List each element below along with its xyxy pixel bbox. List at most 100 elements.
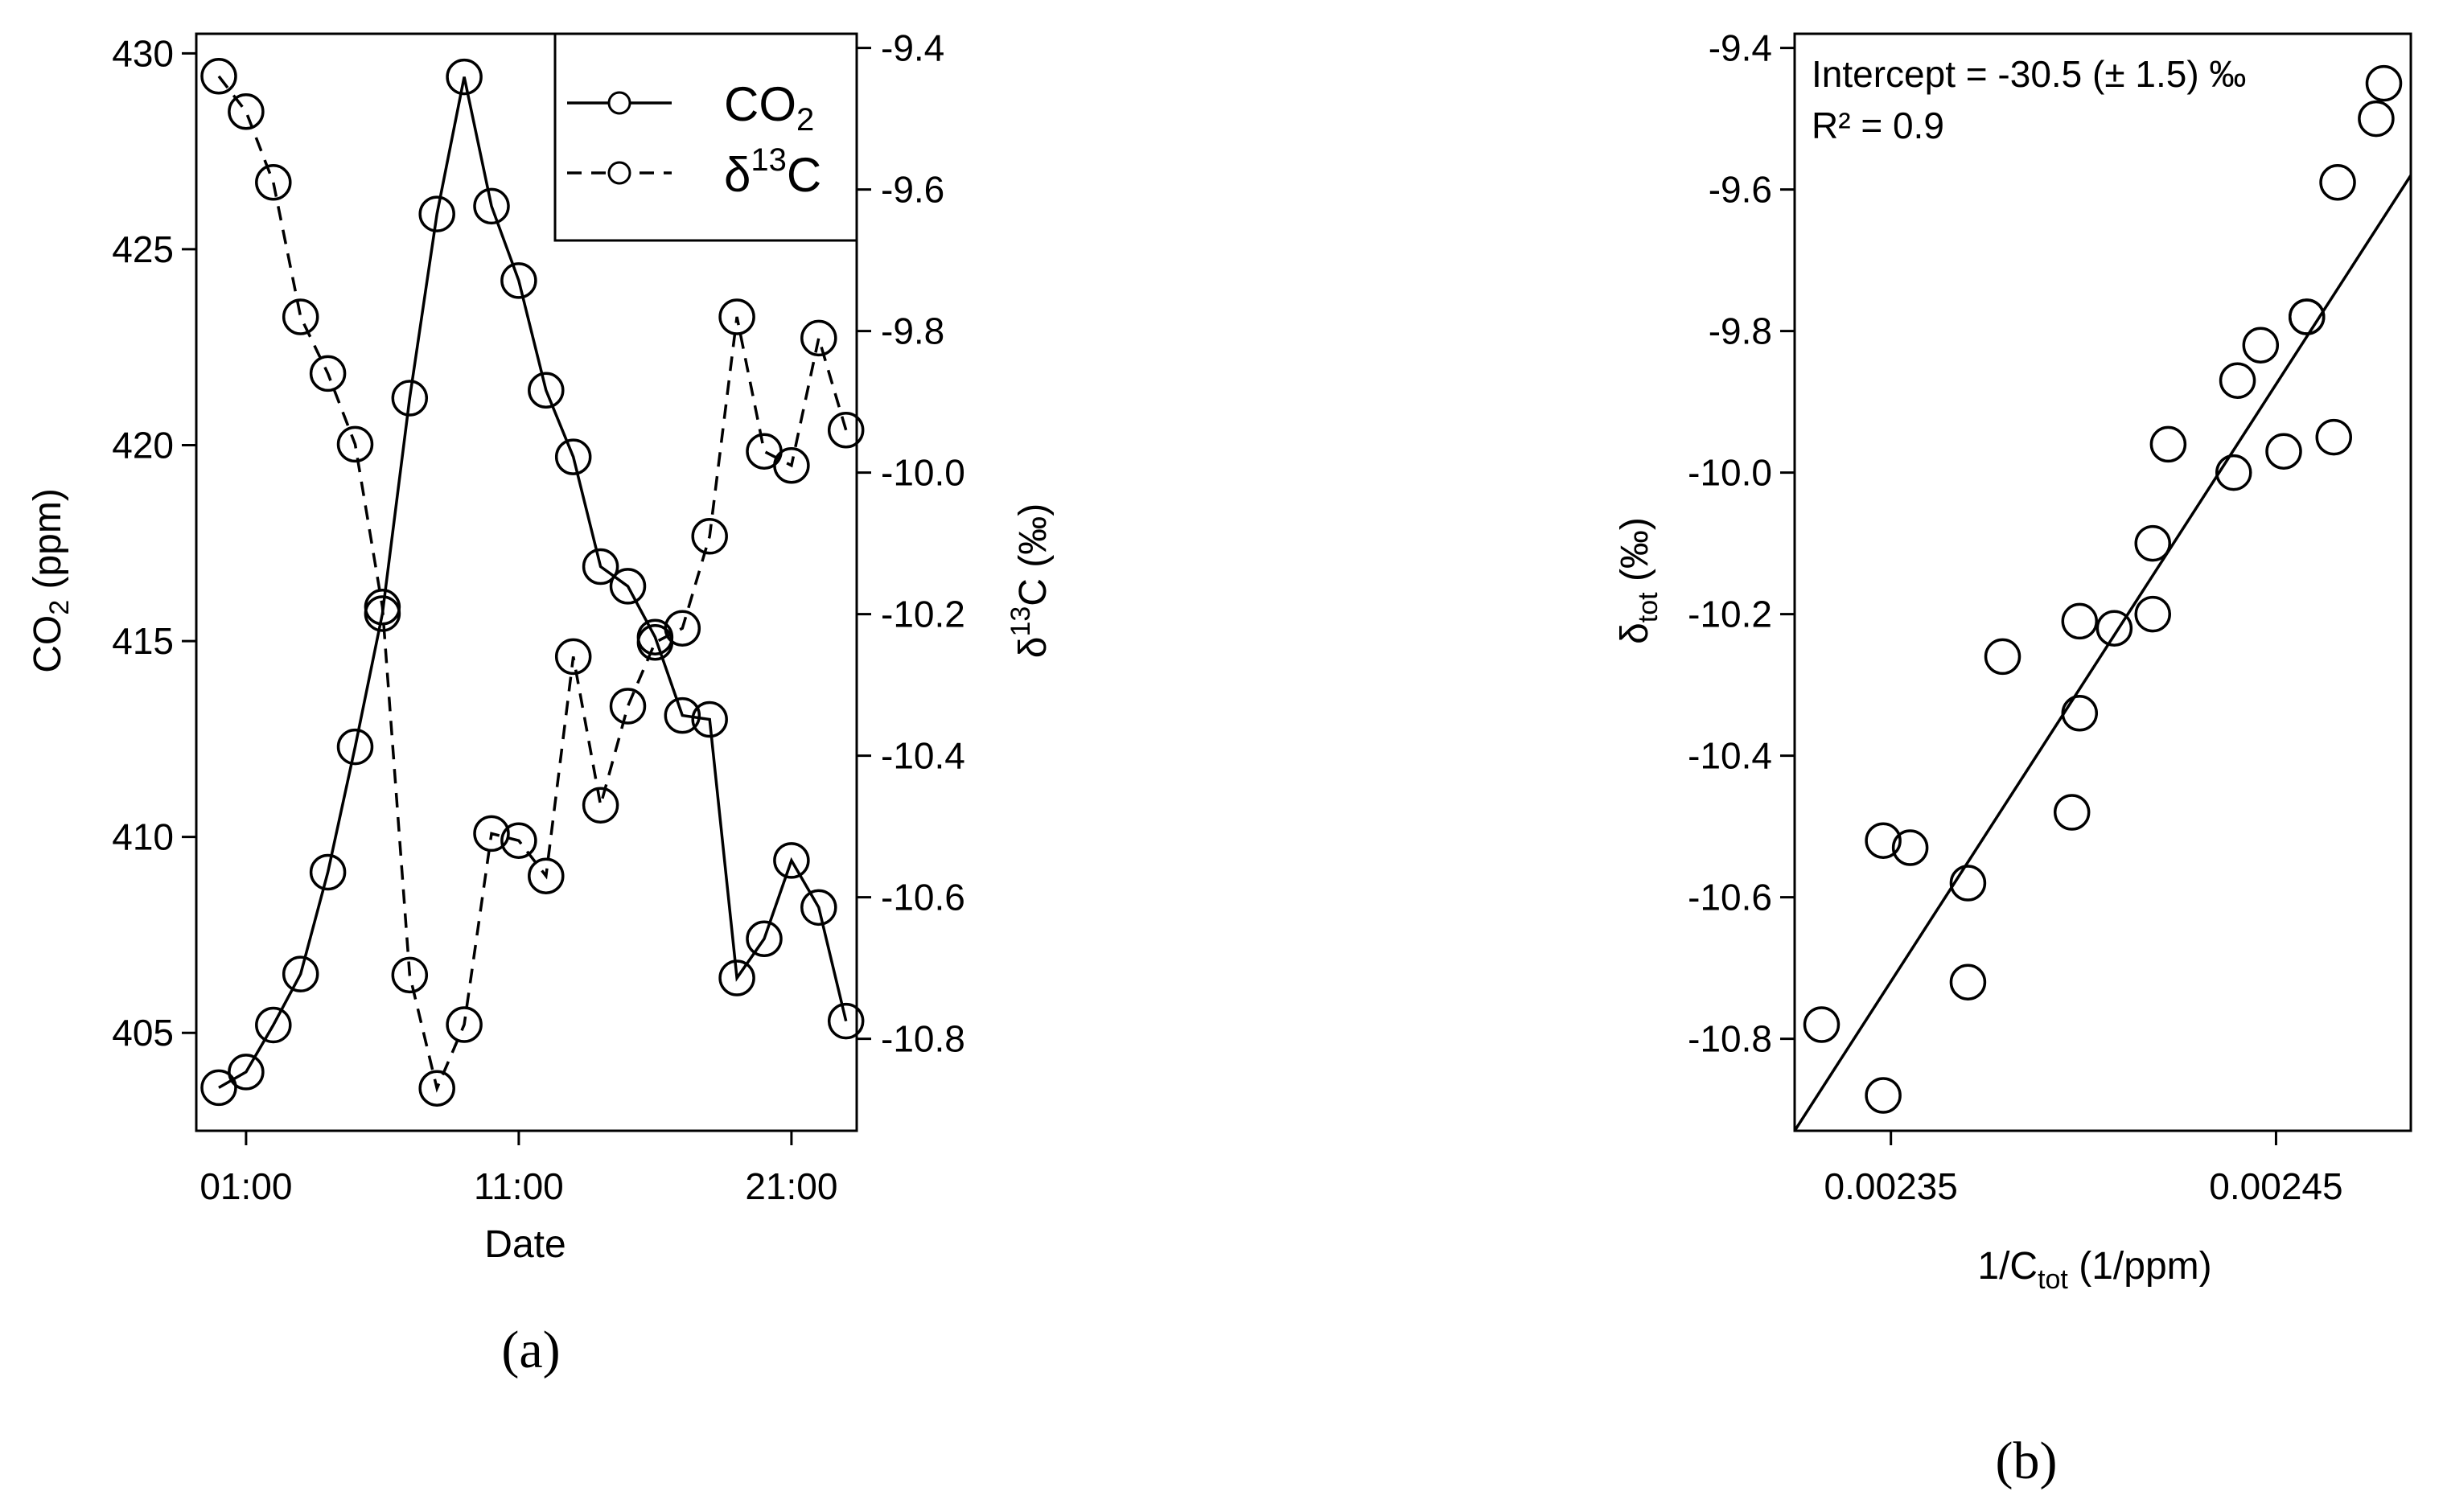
left-tick-label: 430 <box>112 32 174 74</box>
panel-a-left-axis: 405 410 415 420 425 430 <box>112 32 196 1054</box>
panel-b-points <box>1803 64 2403 1114</box>
panel-b-label: (b) <box>1996 1432 2058 1490</box>
scatter-point <box>2219 362 2256 399</box>
scatter-point <box>2134 595 2171 633</box>
panel-b-plot-frame <box>1793 32 2412 1132</box>
panel-a-y-left-label: CO2 (ppm) <box>27 488 75 673</box>
scatter-point <box>1949 963 1987 1000</box>
legend-box <box>553 32 858 242</box>
panel-b-y-label: δtot (‰) <box>1614 517 1664 644</box>
d13c-point <box>554 638 592 676</box>
scatter-point <box>1891 829 1929 866</box>
y-tick-label: -10.2 <box>1688 594 1772 635</box>
scatter-point <box>2265 433 2302 470</box>
co2-point <box>282 955 319 992</box>
co2-point <box>773 842 810 879</box>
d13c-point <box>391 956 429 994</box>
d13c-point <box>609 688 647 725</box>
scatter-point <box>2061 695 2099 732</box>
right-tick-label: -10.0 <box>881 452 965 494</box>
x-tick-label: 0.00245 <box>2209 1165 2342 1207</box>
co2-point <box>309 853 347 891</box>
y-tick-label: -9.8 <box>1709 310 1772 352</box>
y-tick-label: -10.8 <box>1688 1018 1772 1060</box>
scatter-point <box>2053 794 2091 831</box>
panel-a-right-axis: -9.4 -9.6 -9.8 -10.0 -10.2 -10.4 -10.6 -10.8 <box>857 27 965 1060</box>
left-tick-label: 425 <box>112 228 174 270</box>
panel-a-label: (a) <box>501 1321 560 1379</box>
right-tick-label: -9.4 <box>881 27 944 69</box>
right-tick-label: -9.8 <box>881 310 944 352</box>
co2-point <box>336 728 374 766</box>
panel-a-series <box>200 58 865 1107</box>
scatter-point <box>1865 822 1902 859</box>
d13c-point <box>255 164 292 201</box>
co2-point <box>582 548 619 585</box>
scatter-point <box>2095 610 2133 647</box>
scatter-point <box>2215 454 2252 491</box>
panel-a-y-right-label: δ13C (‰) <box>1006 503 1055 659</box>
x-tick-label: 21:00 <box>745 1165 837 1207</box>
co2-point <box>255 1006 292 1044</box>
left-tick-label: 405 <box>112 1012 174 1054</box>
x-tick-label: 11:00 <box>474 1165 564 1207</box>
scatter-point <box>1949 865 1987 902</box>
d13c-point <box>418 1070 455 1107</box>
panel-b-fit-line <box>1793 175 2412 1132</box>
co2-point <box>200 1069 237 1107</box>
d13c-point <box>500 822 537 859</box>
panel-b-annotation-intercept: Intercept = -30.5 (± 1.5) ‰ <box>1812 53 2246 95</box>
co2-point <box>446 58 483 96</box>
scatter-point <box>2358 100 2395 138</box>
legend-co2-label: CO2 <box>724 77 814 138</box>
y-tick-label: -9.6 <box>1709 169 1772 211</box>
d13c-point <box>228 93 265 130</box>
d13c-point <box>773 447 810 484</box>
d13c-point <box>691 518 728 555</box>
d13c-point <box>446 1006 483 1043</box>
d13c-point <box>473 815 510 853</box>
panel-a-chart: 405 410 415 420 425 430 -9.4 -9.6 -9.8 -10.0 -10.… <box>27 27 1055 1379</box>
panel-a-x-axis: 01:00 11:00 21:00 <box>199 1131 837 1207</box>
right-tick-label: -9.6 <box>881 169 944 211</box>
left-tick-label: 410 <box>112 816 174 858</box>
scatter-point <box>2134 524 2171 562</box>
regression-line <box>1793 175 2412 1132</box>
left-tick-label: 420 <box>112 425 174 466</box>
co2-point <box>391 380 429 417</box>
d13c-point <box>664 610 701 647</box>
co2-point <box>528 372 565 409</box>
d13c-point <box>364 589 401 626</box>
d13c-line <box>217 75 848 1093</box>
co2-point <box>473 187 510 225</box>
co2-point <box>609 568 647 605</box>
co2-point <box>746 920 783 958</box>
y-tick-label: -9.4 <box>1709 27 1772 69</box>
legend-d13c-marker <box>607 161 631 185</box>
d13c-point <box>200 58 237 95</box>
d13c-point <box>827 412 865 449</box>
co2-point <box>500 262 537 299</box>
y-tick-label: -10.0 <box>1688 452 1772 494</box>
right-tick-label: -10.4 <box>881 735 965 777</box>
right-tick-label: -10.2 <box>881 594 965 635</box>
panel-a-plot-frame <box>195 32 858 1132</box>
x-tick-label: 0.00235 <box>1824 1165 1958 1207</box>
co2-point <box>827 1002 865 1040</box>
co2-point <box>418 195 455 232</box>
d13c-point <box>282 298 319 335</box>
legend-d13c-label: δ13C <box>724 142 821 202</box>
co2-point <box>664 696 701 734</box>
co2-point <box>718 959 755 996</box>
d13c-point <box>528 857 565 894</box>
legend-co2-marker <box>607 91 631 115</box>
scatter-point <box>1984 638 2021 676</box>
panel-b-chart: -9.4 -9.6 -9.8 -10.0 -10.2 -10.4 -10.6 -10.8 0.… <box>1614 27 2412 1490</box>
d13c-point <box>336 425 374 463</box>
co2-point <box>228 1054 265 1091</box>
co2-point <box>800 889 837 927</box>
scatter-point <box>1803 1006 1840 1043</box>
co2-point <box>691 701 728 738</box>
x-tick-label: 01:00 <box>199 1165 292 1207</box>
